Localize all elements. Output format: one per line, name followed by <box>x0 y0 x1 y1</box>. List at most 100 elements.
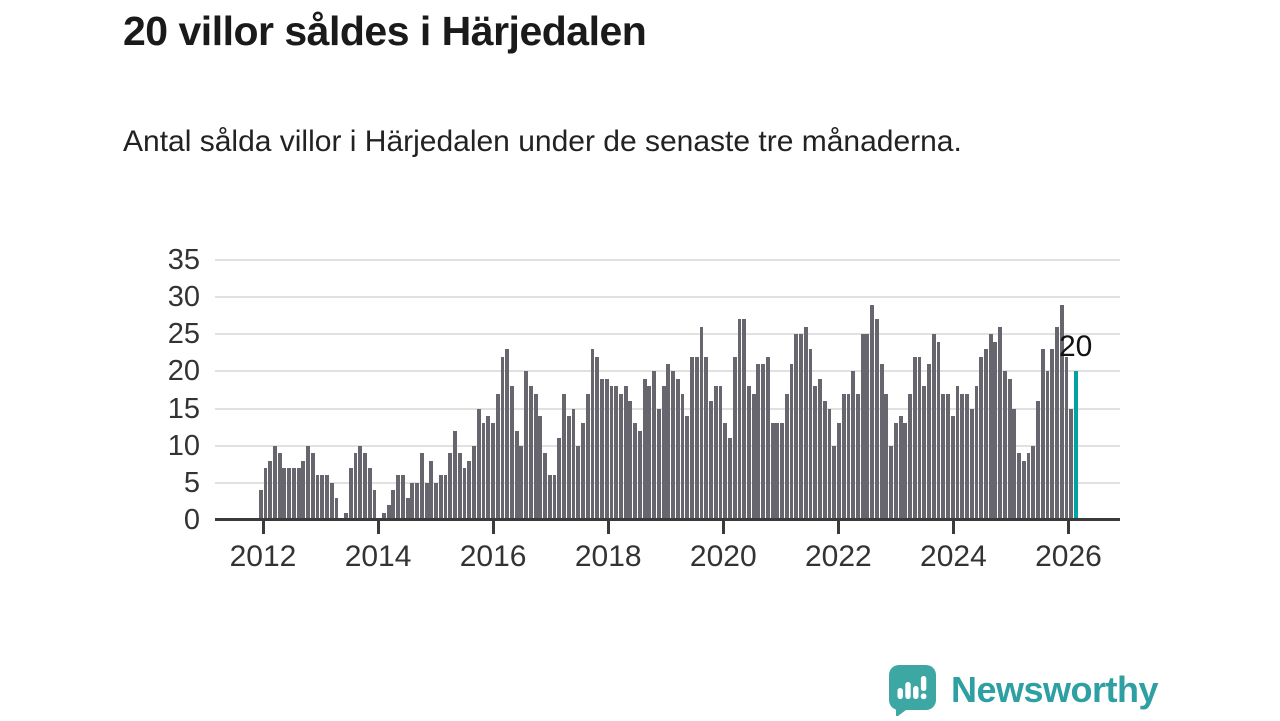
newsworthy-brand-name: Newsworthy <box>950 669 1159 710</box>
bar <box>434 482 438 520</box>
bar <box>415 482 420 520</box>
bar <box>562 393 566 520</box>
bar <box>998 326 1003 520</box>
bar <box>837 423 841 520</box>
bar <box>671 371 675 520</box>
bar <box>699 326 704 520</box>
bar <box>581 423 585 520</box>
gridline-y35 <box>215 258 1120 261</box>
y-axis-label: 35 <box>167 243 200 276</box>
bar <box>353 453 358 520</box>
bar <box>884 393 889 520</box>
bar <box>822 401 827 520</box>
bar <box>751 393 756 520</box>
bar <box>547 475 552 520</box>
bar <box>576 445 581 520</box>
bar <box>993 341 998 520</box>
x-axis-tick <box>376 521 380 534</box>
bar <box>903 423 908 520</box>
bar <box>472 445 476 520</box>
bar <box>448 453 453 520</box>
bar <box>600 378 604 520</box>
bar <box>780 423 785 520</box>
bar <box>291 467 296 520</box>
bar <box>358 445 363 520</box>
bar <box>1059 304 1064 520</box>
bar <box>799 334 803 520</box>
bar <box>803 326 808 520</box>
bar <box>675 378 680 520</box>
bar <box>922 386 927 520</box>
bar <box>258 490 263 520</box>
x-axis-tick <box>1066 521 1070 534</box>
bar <box>979 356 984 520</box>
last-value-label: 20 <box>1058 330 1093 364</box>
bar <box>912 356 917 520</box>
bar <box>453 430 457 520</box>
bar <box>666 363 671 520</box>
bar <box>1017 453 1022 520</box>
bar <box>742 319 747 520</box>
bar <box>538 415 543 520</box>
bar <box>505 349 510 520</box>
newsworthy-logo-icon <box>888 664 937 717</box>
bar <box>1036 401 1040 520</box>
x-axis-label: 2018 <box>574 540 642 573</box>
gridline-y25 <box>215 333 1120 336</box>
bar <box>846 393 851 520</box>
bar <box>491 423 495 520</box>
x-axis-label: 2024 <box>920 540 987 573</box>
bar <box>348 467 353 520</box>
bar <box>974 386 979 520</box>
highlighted-bar-latest <box>1074 371 1078 520</box>
bar <box>931 334 936 520</box>
bar <box>495 393 500 520</box>
bar <box>784 393 789 520</box>
x-axis-tick <box>721 521 725 534</box>
bar <box>424 482 429 520</box>
bar <box>960 393 965 520</box>
bar <box>1002 371 1007 520</box>
bar <box>1026 453 1031 520</box>
bar <box>552 475 557 520</box>
bar <box>287 467 292 520</box>
bar <box>656 408 661 520</box>
bar <box>761 363 766 520</box>
bar <box>1069 408 1074 520</box>
x-axis-label: 2012 <box>229 540 297 573</box>
x-axis-label: 2014 <box>344 540 412 573</box>
y-axis-label: 10 <box>167 429 200 462</box>
bar <box>827 408 832 520</box>
bar <box>955 386 960 520</box>
bar <box>941 393 946 520</box>
bar <box>457 453 462 520</box>
y-axis-label: 15 <box>167 392 200 425</box>
bar <box>908 393 912 520</box>
bar <box>263 467 268 520</box>
x-axis-line <box>215 518 1120 521</box>
bar <box>557 438 562 520</box>
bar <box>609 386 614 520</box>
bar <box>988 334 993 520</box>
bar <box>704 356 709 520</box>
bar <box>633 423 638 520</box>
bar <box>462 467 467 520</box>
bar <box>623 386 628 520</box>
bar <box>344 512 348 520</box>
bar <box>301 460 306 520</box>
y-axis-label: 20 <box>167 355 200 388</box>
bar <box>652 371 657 520</box>
bar <box>813 386 818 520</box>
bar <box>386 505 391 520</box>
bar <box>372 490 377 520</box>
bar <box>946 393 950 520</box>
x-axis-label: 2022 <box>804 540 872 573</box>
bar <box>647 386 652 520</box>
bar <box>1040 349 1045 520</box>
bar <box>628 401 633 520</box>
x-axis-tick <box>261 521 265 534</box>
bar <box>969 408 974 520</box>
bar <box>1007 378 1012 520</box>
bar <box>870 304 875 520</box>
x-axis-tick <box>491 521 495 534</box>
